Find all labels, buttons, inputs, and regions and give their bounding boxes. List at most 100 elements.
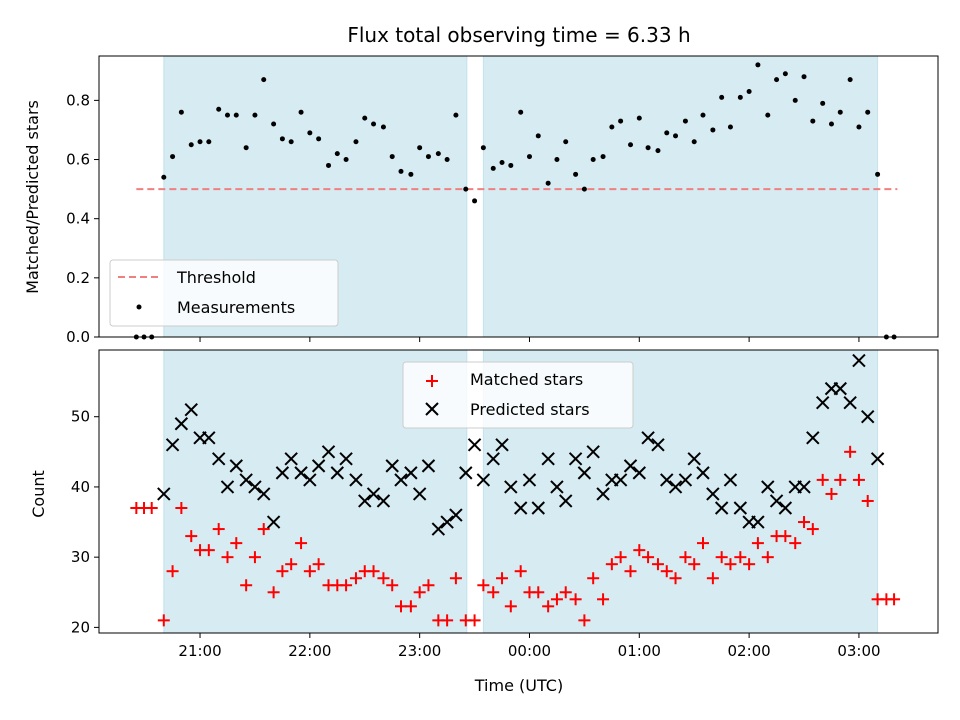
measurement-point bbox=[316, 136, 322, 142]
predicted-stars-point bbox=[843, 395, 857, 410]
measurement-point bbox=[590, 157, 596, 163]
predicted-stars-point bbox=[522, 473, 537, 487]
matched-stars-point bbox=[679, 551, 692, 564]
measurement-point bbox=[288, 139, 294, 145]
top-ytick-label: 0.4 bbox=[66, 210, 90, 228]
matched-stars-point bbox=[257, 523, 270, 536]
matched-stars-point bbox=[285, 558, 298, 571]
top-y-ticks: 0.0 0.2 0.4 0.6 0.8 bbox=[66, 91, 99, 346]
predicted-stars-point bbox=[696, 466, 710, 480]
matched-stars-point bbox=[367, 565, 380, 578]
matched-stars-point bbox=[624, 565, 637, 578]
bottom-ytick-label: 30 bbox=[71, 548, 90, 566]
legend-matched-swatch bbox=[426, 375, 438, 387]
measurement-point bbox=[343, 157, 349, 163]
bottom-x-ticks: 21:00 22:00 23:00 00:00 01:00 02:00 03:00 bbox=[178, 633, 881, 660]
predicted-stars-point bbox=[751, 515, 765, 529]
matched-stars-point bbox=[303, 565, 316, 578]
measurement-point bbox=[600, 154, 606, 160]
matched-stars-point bbox=[669, 572, 682, 585]
bottom-xtick-label: 23:00 bbox=[398, 642, 441, 660]
measurement-point bbox=[206, 139, 212, 145]
measurement-point bbox=[480, 145, 486, 151]
measurement-point bbox=[755, 62, 761, 68]
measurement-point bbox=[746, 88, 752, 94]
measurement-point bbox=[700, 112, 706, 118]
legend-predicted-label: Predicted stars bbox=[470, 400, 590, 419]
matched-stars-point bbox=[605, 558, 618, 571]
matched-stars-point bbox=[578, 614, 591, 627]
measurement-point bbox=[682, 118, 688, 124]
top-shaded-spans bbox=[163, 55, 879, 338]
measurement-point bbox=[856, 124, 862, 130]
measurement-point bbox=[636, 115, 642, 121]
measurement-point bbox=[710, 127, 716, 133]
matched-stars-point bbox=[422, 579, 435, 592]
matched-stars-point bbox=[789, 537, 802, 550]
measurement-point bbox=[865, 109, 871, 115]
measurement-point bbox=[526, 154, 532, 160]
matched-stars-point bbox=[852, 473, 865, 486]
measurement-point bbox=[727, 124, 733, 130]
measurement-point bbox=[573, 171, 579, 177]
measurement-point bbox=[691, 139, 697, 145]
measurement-point bbox=[425, 154, 431, 160]
predicted-stars-point bbox=[550, 480, 564, 494]
bottom-panel: 20 30 40 50 21:00 22:00 23:00 00:00 01:00 02:00 0… bbox=[29, 349, 939, 695]
legend-threshold-label: Threshold bbox=[176, 268, 256, 287]
top-panel: 0.00.20.40.60.8 Matched/Predicted stars … bbox=[23, 55, 939, 346]
measurement-point bbox=[774, 77, 780, 83]
measurement-point bbox=[563, 139, 569, 145]
measurement-point bbox=[279, 136, 285, 142]
matched-stars-point bbox=[212, 523, 225, 536]
measurement-point bbox=[847, 77, 853, 83]
matched-stars-point bbox=[413, 586, 426, 599]
predicted-stars-point bbox=[531, 501, 545, 515]
predicted-stars-point bbox=[220, 480, 235, 494]
predicted-stars-point bbox=[321, 445, 336, 459]
predicted-stars-point bbox=[184, 402, 198, 417]
matched-stars-point bbox=[404, 600, 417, 613]
chart-title: Flux total observing time = 6.33 h bbox=[347, 23, 690, 47]
top-plot-frame bbox=[98, 55, 939, 338]
legend-predicted-swatch bbox=[425, 402, 439, 416]
predicted-stars-point bbox=[239, 473, 253, 487]
top-ytick-label: 0.2 bbox=[66, 269, 90, 287]
predicted-stars-point bbox=[733, 501, 748, 515]
predicted-stars-point bbox=[513, 501, 528, 515]
predicted-stars-point bbox=[559, 494, 573, 508]
top-ytick-label: 0.6 bbox=[66, 151, 90, 169]
top-ytick-label: 0.0 bbox=[66, 328, 90, 346]
predicted-stars-point bbox=[678, 473, 693, 487]
predicted-stars-point bbox=[412, 487, 427, 501]
measurement-point bbox=[353, 139, 359, 145]
measurement-point bbox=[609, 124, 615, 130]
predicted-stars-point bbox=[486, 452, 500, 466]
predicted-stars-point bbox=[815, 395, 830, 410]
x-axis-label: Time (UTC) bbox=[474, 676, 563, 695]
measurement-point bbox=[216, 106, 222, 112]
matched-stars-point bbox=[340, 579, 353, 592]
measurement-point bbox=[518, 109, 524, 115]
matched-stars-point bbox=[743, 558, 756, 571]
measurement-point bbox=[810, 118, 816, 124]
matched-stars-point bbox=[377, 572, 390, 585]
bottom-xtick-label: 22:00 bbox=[288, 642, 331, 660]
matched-stars-point bbox=[798, 516, 811, 529]
measurement-point bbox=[261, 77, 267, 83]
predicted-stars-point bbox=[339, 452, 353, 466]
measurement-point bbox=[197, 139, 203, 145]
predicted-stars-point bbox=[833, 381, 847, 396]
legend-measurements-label: Measurements bbox=[177, 298, 295, 317]
measurement-point bbox=[545, 180, 551, 186]
measurement-point bbox=[837, 109, 843, 115]
matched-stars-point bbox=[542, 600, 555, 613]
matched-stars-point bbox=[349, 572, 362, 585]
measurement-point bbox=[581, 186, 587, 192]
measurement-point bbox=[820, 100, 826, 106]
measurement-point bbox=[463, 186, 469, 192]
measurement-point bbox=[161, 174, 167, 180]
matched-stars-point bbox=[696, 537, 709, 550]
matched-stars-point bbox=[449, 572, 462, 585]
predicted-stars-point bbox=[284, 452, 298, 466]
